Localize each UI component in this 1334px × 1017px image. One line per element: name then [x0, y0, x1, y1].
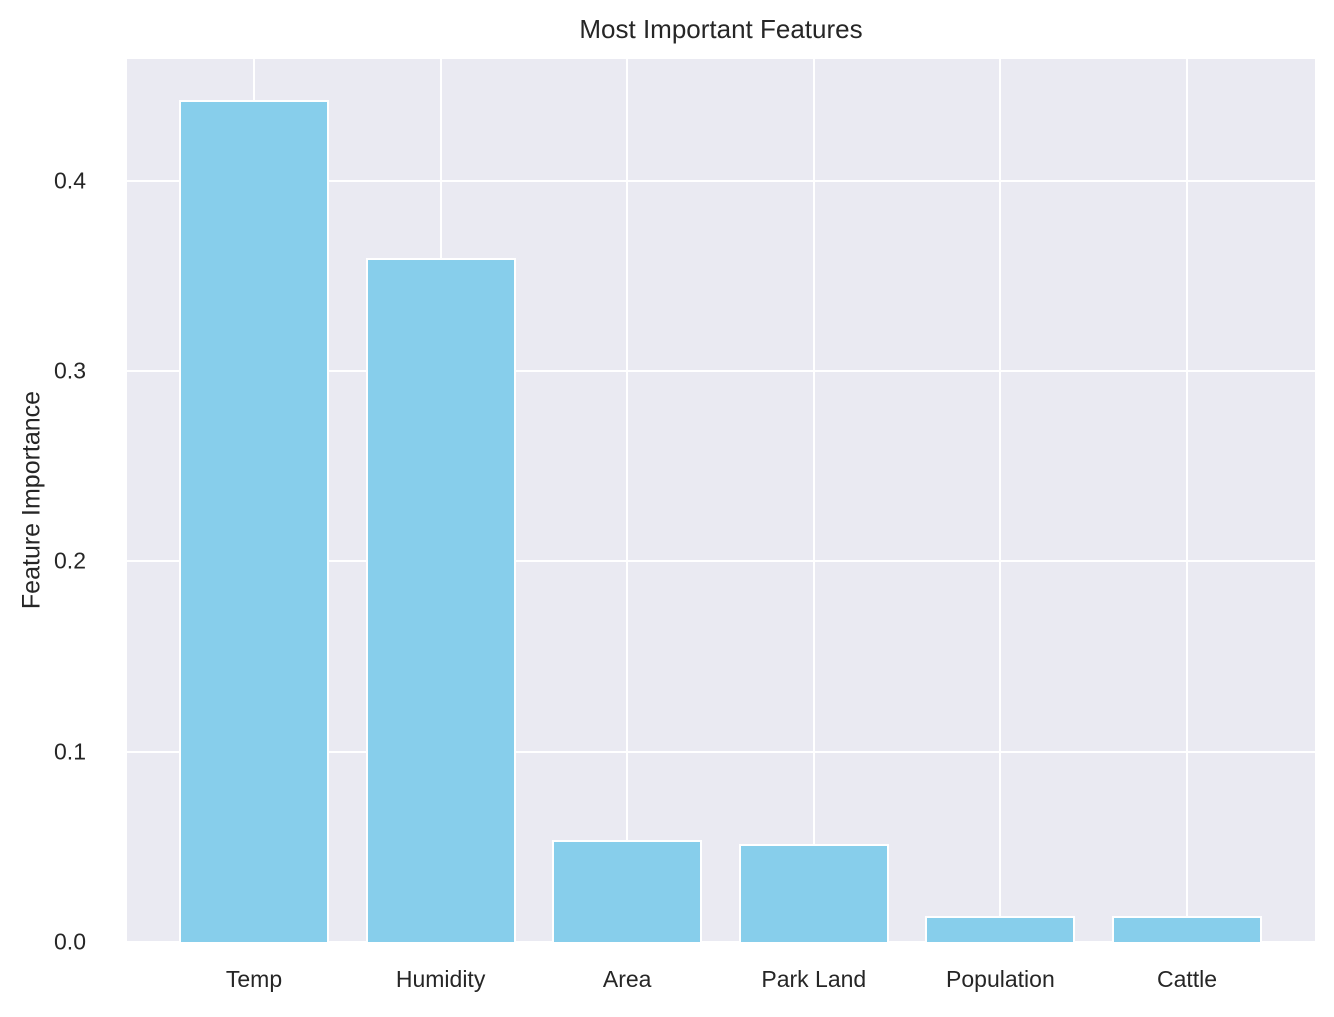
y-axis-label: Feature Importance — [17, 390, 46, 610]
h-gridline — [127, 750, 1315, 753]
h-gridline — [127, 179, 1315, 182]
v-gridline — [626, 59, 629, 942]
y-tick-label: 0.1 — [54, 738, 86, 765]
x-tick-label: Population — [946, 966, 1055, 992]
h-gridline — [127, 370, 1315, 373]
x-tick-label: Park Land — [761, 966, 867, 992]
v-gridline — [1186, 59, 1188, 942]
x-tick-label: Cattle — [1156, 966, 1218, 992]
h-gridline — [127, 560, 1315, 563]
y-tick-label: 0.3 — [54, 357, 86, 384]
chart-title: Most Important Features — [579, 14, 863, 44]
x-tick-label: Temp — [225, 966, 283, 992]
y-tick-label: 0.4 — [54, 167, 86, 194]
y-tick-label: 0.2 — [54, 547, 86, 574]
x-tick-label: Humidity — [395, 966, 486, 992]
v-gridline — [999, 59, 1002, 942]
bar-area — [552, 840, 703, 942]
bar-temp — [179, 99, 329, 942]
h-gridline — [127, 941, 1315, 942]
bar-population — [925, 916, 1076, 942]
y-tick-label: 0.0 — [54, 928, 86, 955]
bar-park-land — [738, 843, 889, 942]
bar-humidity — [365, 257, 516, 942]
v-gridline — [812, 59, 815, 942]
x-tick-label: Area — [602, 966, 652, 992]
bar-cattle — [1112, 916, 1262, 942]
plot-area — [127, 59, 1315, 942]
